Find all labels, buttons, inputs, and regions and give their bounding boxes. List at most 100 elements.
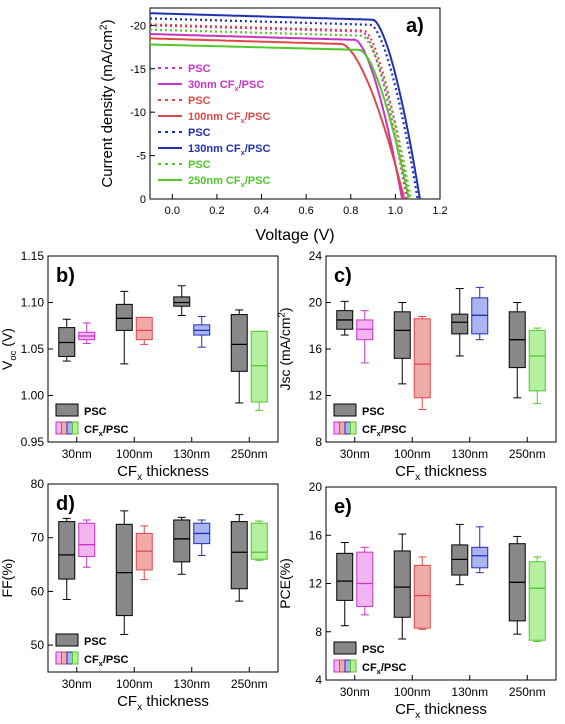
x-axis-label-c: CFx thickness (395, 463, 487, 483)
x-tick-label-a: 0.6 (299, 205, 314, 217)
y-tick-label-a: -10 (130, 107, 146, 119)
y-tick-label-b: 1.10 (21, 296, 45, 310)
jv-curve-3 (149, 23, 410, 200)
box-iqr (451, 313, 469, 335)
y-axis-label-a: Current density (mA/cm2) (98, 19, 116, 187)
y-axis-label-c-part: Jsc (mA/cm (277, 317, 293, 390)
y-tick-label-c: 16 (309, 342, 323, 356)
x-tick-label-a: 0.4 (254, 205, 269, 217)
legend-label-a: PSC (188, 127, 211, 139)
legend-swatch-psc (333, 403, 357, 417)
legend-swatch-cfx (350, 659, 357, 673)
legend-label-psc-part: PSC (84, 406, 107, 418)
legend-swatch-cfx (55, 651, 62, 665)
legend-label-a-part: PSC (188, 159, 211, 171)
x-tick-label-a: 1.2 (432, 205, 447, 217)
y-tick-label-c: 8 (315, 435, 322, 449)
y-tick-label-e: 16 (309, 528, 323, 542)
y-tick-label-c: 12 (309, 389, 323, 403)
legend-label-a-part: 250nm CF (188, 175, 241, 187)
legend-label-cfx: CFx/PSC (362, 662, 407, 676)
x-tick-label-a: 1.0 (388, 205, 403, 217)
box-iqr (393, 311, 411, 359)
y-axis-label-c-part: ) (277, 307, 293, 312)
legend-label-psc: PSC (362, 406, 385, 418)
x-axis-label-c-part: thickness (420, 463, 487, 480)
x-axis-label-e-part: x (415, 710, 420, 719)
legend-label-a-part: /PSC (239, 79, 265, 91)
jv-curve-5 (149, 17, 419, 200)
y-axis-label-b: Voc (V) (0, 328, 19, 370)
legend-label-psc-part: PSC (362, 644, 385, 656)
panel-label-a: a) (406, 15, 424, 37)
box-iqr (393, 550, 411, 618)
legend-swatch-cfx (339, 421, 346, 435)
y-tick-label-a: 0 (140, 194, 146, 206)
category-label-d: 130nm (173, 677, 210, 691)
y-axis-label-a-part: Current density (mA/cm (99, 30, 116, 188)
legend-swatch-cfx (72, 421, 79, 435)
legend-label-a-part: x (241, 148, 246, 157)
jv-curve-4 (150, 37, 406, 200)
box-iqr (528, 561, 546, 641)
category-label-e: 130nm (451, 685, 488, 699)
x-axis-label-d-part: CF (117, 693, 137, 710)
legend-swatch-cfx (61, 651, 68, 665)
box-iqr (173, 519, 191, 563)
y-tick-label-b: 1.05 (21, 342, 45, 356)
legend-swatch-cfx (55, 421, 62, 435)
legend-swatch-cfx (72, 651, 79, 665)
legend-label-cfx-part: CF (362, 662, 377, 674)
y-tick-label-d: 50 (31, 638, 45, 652)
category-label-c: 250nm (509, 447, 546, 461)
legend-label-a: PSC (188, 159, 211, 171)
legend-label-cfx-part: x (99, 429, 104, 438)
box-iqr (115, 523, 133, 617)
x-axis-label-b-part: x (137, 472, 142, 483)
legend-label-psc: PSC (84, 636, 107, 648)
x-axis-label-c-part: x (415, 472, 420, 483)
x-axis-label-e: CFx thickness (395, 701, 487, 719)
category-label-d: 30nm (62, 677, 92, 691)
legend-label-a-part: 100nm CF (188, 111, 241, 123)
y-tick-label-e: 12 (309, 577, 323, 591)
panel-label-b: b) (56, 265, 75, 287)
legend-label-psc: PSC (362, 644, 385, 656)
legend-label-a-part: /PSC (245, 143, 271, 155)
x-axis-label-c-part: CF (395, 463, 415, 480)
y-tick-label-e: 8 (315, 625, 322, 639)
legend-label-psc-part: PSC (362, 406, 385, 418)
box-iqr (250, 522, 268, 560)
legend-label-cfx-part: CF (84, 654, 99, 666)
legend-label-a: PSC (188, 95, 211, 107)
box-iqr (58, 521, 76, 580)
legend-label-cfx-part: /PSC (381, 424, 407, 436)
legend-swatch-cfx (344, 659, 351, 673)
y-tick-label-d: 70 (31, 531, 45, 545)
legend-label-a-part: PSC (188, 95, 211, 107)
box-iqr (135, 316, 153, 341)
y-tick-label-d: 60 (31, 584, 45, 598)
legend-label-a-part: /PSC (245, 175, 271, 187)
legend-swatch-cfx (333, 659, 340, 673)
box-iqr (78, 522, 96, 558)
box-iqr (413, 318, 431, 399)
legend-label-psc-part: PSC (84, 636, 107, 648)
y-axis-label-e-part: PCE(%) (277, 558, 293, 609)
y-axis-label-b-part: V (0, 360, 15, 370)
x-axis-label-b-part: CF (117, 463, 137, 480)
box-iqr (230, 314, 248, 372)
y-tick-label-b: 1.15 (21, 249, 45, 263)
y-tick-label-c: 24 (309, 249, 323, 263)
box-iqr (356, 551, 374, 607)
legend-label-a: 130nm CFx/PSC (188, 143, 270, 157)
y-tick-label-d: 80 (31, 477, 45, 491)
legend-swatch-cfx (350, 421, 357, 435)
legend-label-a-part: x (241, 180, 246, 189)
box-iqr (173, 296, 191, 307)
category-label-c: 30nm (340, 447, 370, 461)
legend-label-cfx-part: x (99, 659, 104, 668)
